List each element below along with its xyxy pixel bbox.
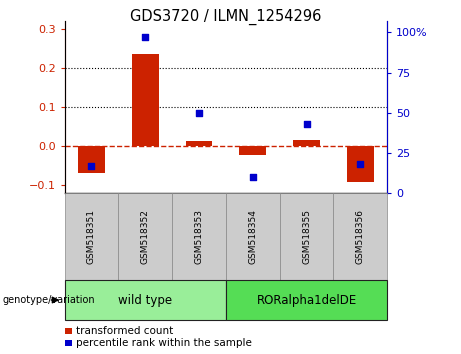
Text: GSM518354: GSM518354 — [248, 209, 257, 264]
Text: GSM518356: GSM518356 — [356, 209, 365, 264]
Text: GSM518353: GSM518353 — [195, 209, 203, 264]
Point — [303, 121, 310, 127]
Text: genotype/variation: genotype/variation — [2, 295, 95, 305]
Bar — [293, 140, 320, 146]
Text: wild type: wild type — [118, 293, 172, 307]
Point — [249, 174, 256, 180]
Text: GSM518351: GSM518351 — [87, 209, 96, 264]
Text: GDS3720 / ILMN_1254296: GDS3720 / ILMN_1254296 — [130, 9, 322, 25]
Bar — [78, 146, 105, 173]
Text: RORalpha1delDE: RORalpha1delDE — [256, 293, 357, 307]
Text: GSM518355: GSM518355 — [302, 209, 311, 264]
Point — [88, 163, 95, 169]
Bar — [347, 146, 374, 182]
Point — [142, 34, 149, 40]
Text: transformed count: transformed count — [76, 326, 173, 336]
Text: percentile rank within the sample: percentile rank within the sample — [76, 338, 252, 348]
Point — [195, 110, 203, 115]
Bar — [185, 141, 213, 146]
Bar — [239, 146, 266, 155]
Point — [357, 161, 364, 167]
Text: GSM518352: GSM518352 — [141, 209, 150, 264]
Bar — [132, 53, 159, 146]
